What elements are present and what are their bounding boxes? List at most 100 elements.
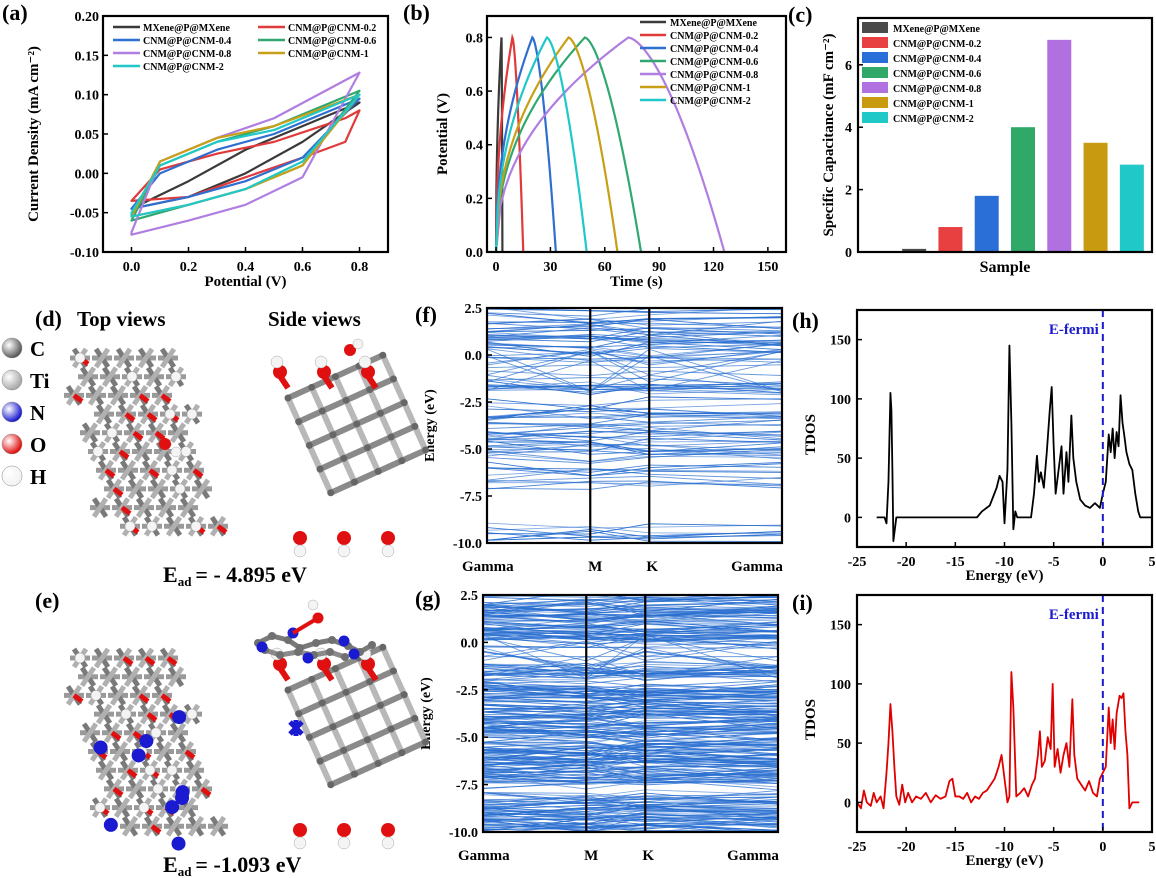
atom-h xyxy=(174,483,186,495)
band-line xyxy=(483,681,778,693)
bond xyxy=(340,747,358,778)
band-line xyxy=(483,715,778,727)
band-line xyxy=(487,438,782,452)
band-line xyxy=(487,480,782,490)
bond-o xyxy=(146,712,158,723)
band-line xyxy=(483,757,778,761)
legend-label: CNM@P@CNM-1 xyxy=(893,99,974,110)
band-line xyxy=(483,771,778,779)
atom-h xyxy=(170,371,182,382)
bond xyxy=(330,421,360,438)
atom-c xyxy=(387,433,395,441)
legend-label: MXene@P@MXene xyxy=(893,24,980,35)
x-tick-label: -20 xyxy=(897,555,916,570)
x-axis-label: Sample xyxy=(980,259,1031,276)
band-line xyxy=(487,408,782,418)
band-line xyxy=(487,446,782,455)
atom-o xyxy=(381,823,395,837)
band-line xyxy=(483,596,778,609)
band-line xyxy=(483,603,778,613)
band-line xyxy=(483,808,778,821)
band-line xyxy=(483,732,778,744)
band-line xyxy=(487,308,782,313)
band-line xyxy=(483,827,778,832)
atom-swatch-o xyxy=(1,433,23,455)
legend-label: CNM@P@CNM-0.2 xyxy=(670,31,758,42)
atom-c xyxy=(422,446,430,454)
bond xyxy=(285,676,315,693)
band-line xyxy=(483,612,778,627)
bond-o xyxy=(72,393,84,404)
bond xyxy=(353,410,384,428)
atom-h xyxy=(164,408,176,420)
atom-o xyxy=(293,531,307,545)
bond xyxy=(295,418,313,449)
bond xyxy=(285,687,302,717)
band-line xyxy=(483,693,778,703)
y-tick-label: 100 xyxy=(830,678,851,693)
band-line xyxy=(487,448,782,464)
x-tick-label: -20 xyxy=(897,840,916,855)
fermi-annotation: E-fermi xyxy=(1049,607,1099,623)
band-line xyxy=(487,448,782,460)
legend-label: CNM@P@CNM-0.8 xyxy=(893,84,981,95)
bond xyxy=(165,815,183,837)
band-line xyxy=(483,696,778,704)
y-tick-label: 100 xyxy=(830,393,851,408)
atom-o xyxy=(273,657,287,671)
side-views-label: Side views xyxy=(268,307,361,331)
legend-label: CNM@P@CNM-0.4 xyxy=(143,36,231,47)
atom-c xyxy=(340,454,348,462)
legend-swatch xyxy=(862,22,888,33)
band-line xyxy=(483,813,778,817)
x-tick-label: -25 xyxy=(848,555,867,570)
atom-c xyxy=(331,665,339,673)
legend-label: CNM@P@CNM-0.4 xyxy=(893,54,981,65)
atom-h xyxy=(106,427,118,439)
atom-h xyxy=(358,355,372,369)
x-tick-label: 0 xyxy=(1099,840,1106,855)
y-tick-label: -2.5 xyxy=(460,396,482,411)
atom-n xyxy=(348,648,360,660)
legend-swatch xyxy=(862,97,888,108)
atom-label: O xyxy=(30,433,46,457)
legend-label: CNM@P@CNM-1 xyxy=(670,83,751,94)
atom-o xyxy=(273,365,287,379)
band-line xyxy=(483,608,778,621)
band-line xyxy=(487,527,782,537)
bond xyxy=(366,386,384,417)
legend-label: CNM@P@CNM-0.2 xyxy=(288,23,376,34)
atom-h xyxy=(307,599,319,611)
y-tick-label: 2.5 xyxy=(465,302,483,317)
band-line xyxy=(487,529,782,541)
atom-c xyxy=(376,409,384,417)
band-line xyxy=(487,378,782,391)
structure-e-molecule xyxy=(254,599,376,664)
gcd-curve-2 xyxy=(494,35,557,253)
band-line xyxy=(487,355,782,393)
atom-n xyxy=(139,734,154,749)
atom-c xyxy=(341,653,349,661)
atom-n xyxy=(103,817,118,832)
x-tick-label: 5 xyxy=(1149,555,1156,570)
x-tick-label: 30 xyxy=(543,260,557,275)
legend-label: CNM@P@CNM-0.4 xyxy=(670,44,758,55)
atom-o xyxy=(337,823,351,837)
atom-c xyxy=(327,781,335,789)
atom-h xyxy=(186,708,198,720)
y-tick-label: 50 xyxy=(837,452,851,467)
band-line xyxy=(487,396,782,410)
bond xyxy=(109,385,127,406)
y-tick-label: 0.05 xyxy=(75,128,100,143)
band-line xyxy=(483,595,725,606)
energy-label-e-value: = -1.093 eV xyxy=(195,852,301,877)
band-line xyxy=(487,324,782,336)
bond xyxy=(353,713,371,743)
bond xyxy=(127,778,145,800)
band-line xyxy=(487,405,782,420)
bar-6 xyxy=(1119,164,1144,252)
band-line xyxy=(487,464,782,473)
atom-c xyxy=(387,725,395,733)
band-line xyxy=(483,816,778,828)
band-line xyxy=(483,696,778,704)
